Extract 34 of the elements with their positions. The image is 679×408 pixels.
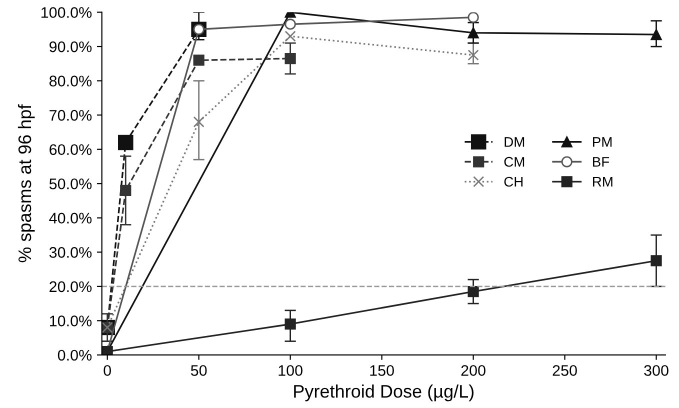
y-tick-label: 30.0% <box>49 247 92 258</box>
x-tick-label: 300 <box>644 365 668 376</box>
y-axis-title: % spasms at 96 hpf <box>18 104 35 262</box>
point <box>284 30 296 42</box>
legend-label: PM <box>593 137 612 147</box>
x-tick-label: 50 <box>190 365 207 376</box>
y-tick-label: 10.0% <box>50 316 92 326</box>
point <box>193 116 204 128</box>
x-tick-label: 200 <box>461 365 486 376</box>
y-tick-label: 50.0% <box>49 178 92 190</box>
x-tick-label: 250 <box>552 365 577 376</box>
y-tick-label: 0.0% <box>58 350 92 361</box>
point <box>193 54 204 66</box>
legend-label: DM <box>504 137 524 147</box>
y-tick-label: 80.0% <box>49 76 92 86</box>
legend-label: RM <box>593 176 612 187</box>
point <box>650 255 662 266</box>
point <box>468 12 479 23</box>
y-tick-label: 40.0% <box>49 212 92 224</box>
x-tick-label: 100 <box>278 365 302 376</box>
legend-label: CM <box>504 156 524 167</box>
y-tick-label: 100.0% <box>41 7 92 18</box>
y-tick-label: 90.0% <box>50 41 92 52</box>
legend-label: BF <box>593 157 610 167</box>
point <box>468 50 479 61</box>
y-tick-label: 70.0% <box>50 110 92 121</box>
x-tick-label: 0 <box>104 365 111 376</box>
x-axis-title: Pyrethroid Dose (µg/L) <box>294 384 474 402</box>
point <box>284 18 296 30</box>
x-tick-label: 150 <box>370 365 394 376</box>
legend-label: CH <box>504 176 523 187</box>
y-tick-label: 60.0% <box>50 144 92 156</box>
point <box>118 134 134 150</box>
y-tick-label: 20.0% <box>50 281 92 292</box>
